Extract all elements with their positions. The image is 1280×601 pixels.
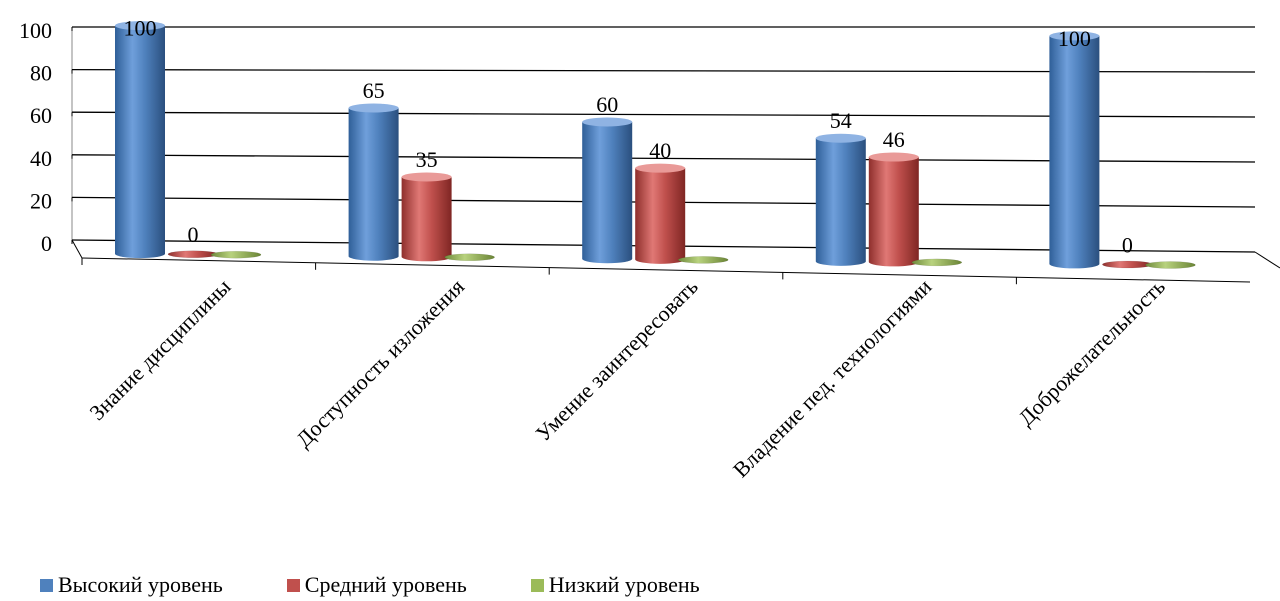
legend-item: Средний уровень (286, 572, 467, 598)
data-label: 46 (883, 127, 905, 152)
y-tick-label: 60 (30, 103, 52, 128)
chart-bars (115, 21, 1196, 269)
category-labels: Знание дисциплины Доступность изложения Ум… (84, 274, 1170, 483)
category-label: Умение заинтересовать (531, 274, 703, 446)
bar (1102, 260, 1153, 269)
chart-axes (71, 27, 1280, 285)
bar (401, 172, 452, 262)
bar (868, 152, 919, 267)
legend-item: Низкий уровень (530, 572, 700, 598)
bar (1049, 31, 1100, 269)
data-label: 54 (830, 108, 852, 133)
bar (635, 163, 686, 264)
data-label: 40 (649, 138, 671, 163)
y-tick-label: 40 (30, 146, 52, 171)
bar (167, 250, 219, 258)
data-label: 35 (416, 147, 438, 172)
legend-swatch (286, 578, 300, 592)
category-label: Доступность изложения (291, 274, 469, 452)
category-label: Знание дисциплины (84, 274, 235, 425)
data-label: 100 (1058, 26, 1091, 51)
y-tick-label: 100 (19, 18, 52, 43)
bar (815, 133, 866, 266)
bar (582, 117, 633, 264)
bar (348, 103, 399, 261)
data-labels: 100 0 65 35 60 40 54 46 100 0 (124, 16, 1133, 258)
data-label: 65 (363, 78, 385, 103)
category-label: Владение пед. технологиями (728, 274, 937, 483)
legend-label: Низкий уровень (548, 572, 700, 597)
bar (444, 253, 495, 262)
data-label: 0 (188, 222, 199, 247)
data-label: 100 (124, 16, 157, 41)
legend-swatch (40, 578, 53, 592)
bar (210, 250, 262, 259)
legend-item: Высокий уровень (40, 572, 223, 598)
data-label: 60 (596, 92, 618, 117)
bar (677, 256, 729, 264)
y-tick-label: 20 (30, 188, 52, 213)
bar (1145, 261, 1196, 269)
legend-label: Высокий уровень (58, 572, 223, 597)
legend-swatch (530, 578, 544, 592)
bar (911, 258, 963, 267)
bar (115, 21, 165, 259)
legend-label: Средний уровень (304, 572, 467, 597)
y-tick-label: 80 (30, 61, 52, 86)
category-label: Доброжелательность (1013, 274, 1170, 431)
y-tick-label: 0 (41, 231, 52, 256)
y-axis-ticks: 0 20 40 60 80 100 (19, 18, 52, 256)
chart-legend: Высокий уровень Средний уровень Низкий уро… (40, 572, 764, 598)
data-label: 0 (1122, 232, 1133, 257)
